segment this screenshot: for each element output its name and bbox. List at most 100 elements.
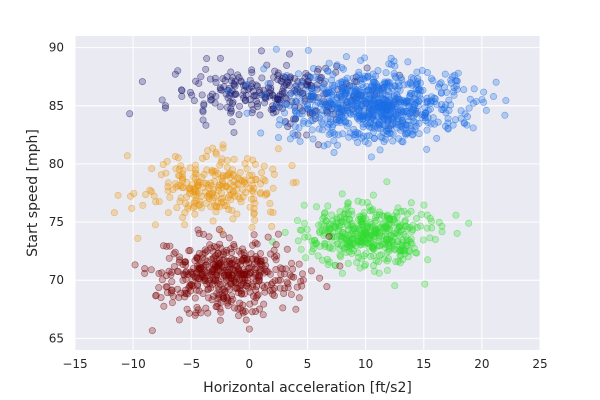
scatter-point xyxy=(354,216,362,224)
scatter-point xyxy=(213,303,221,311)
scatter-point xyxy=(342,53,350,61)
scatter-point xyxy=(211,263,219,271)
scatter-point xyxy=(141,265,149,273)
scatter-point xyxy=(354,232,362,240)
scatter-point xyxy=(114,191,122,199)
scatter-point xyxy=(398,96,406,104)
scatter-point xyxy=(369,191,377,199)
scatter-point xyxy=(385,96,393,104)
scatter-point xyxy=(157,294,165,302)
scatter-point xyxy=(433,134,441,142)
scatter-point xyxy=(267,250,275,258)
scatter-point xyxy=(358,233,366,241)
scatter-point xyxy=(275,93,283,101)
x-tick-label: −5 xyxy=(182,357,200,371)
scatter-point xyxy=(202,65,210,73)
scatter-point xyxy=(382,69,390,77)
scatter-point xyxy=(283,61,291,69)
scatter-point xyxy=(460,86,468,94)
scatter-point xyxy=(305,73,313,81)
scatter-point xyxy=(191,169,199,177)
scatter-point xyxy=(168,278,176,286)
scatter-point xyxy=(386,215,394,223)
scatter-point xyxy=(369,262,377,270)
scatter-point xyxy=(240,178,248,186)
scatter-point xyxy=(354,197,362,205)
scatter-point xyxy=(442,101,450,109)
scatter-point xyxy=(418,67,426,75)
scatter-point xyxy=(397,251,405,259)
scatter-point xyxy=(289,179,297,187)
scatter-point xyxy=(361,54,369,62)
scatter-point xyxy=(193,303,201,311)
scatter-point xyxy=(482,106,490,114)
scatter-point xyxy=(225,234,233,242)
scatter-point xyxy=(376,251,384,259)
scatter-point xyxy=(371,84,379,92)
scatter-point xyxy=(251,160,259,168)
scatter-point xyxy=(321,243,329,251)
scatter-point xyxy=(362,120,370,128)
scatter-point xyxy=(222,183,230,191)
scatter-point xyxy=(443,88,451,96)
scatter-point xyxy=(227,260,235,268)
scatter-point xyxy=(142,190,150,198)
scatter-point xyxy=(298,226,306,234)
scatter-point xyxy=(292,82,300,90)
scatter-point xyxy=(308,237,316,245)
scatter-point xyxy=(276,116,284,124)
scatter-point xyxy=(376,146,384,154)
scatter-point xyxy=(148,188,156,196)
scatter-point xyxy=(243,255,251,263)
scatter-point xyxy=(314,98,322,106)
scatter-point xyxy=(350,239,358,247)
scatter-point xyxy=(158,96,166,104)
scatter-point xyxy=(407,113,415,121)
scatter-point xyxy=(212,92,220,100)
scatter-point xyxy=(256,258,264,266)
scatter-point xyxy=(236,102,244,110)
scatter-point xyxy=(281,229,289,237)
scatter-point xyxy=(407,199,415,207)
scatter-point xyxy=(453,229,461,237)
scatter-point xyxy=(279,304,287,312)
scatter-point xyxy=(370,252,378,260)
scatter-point xyxy=(325,244,333,252)
scatter-point xyxy=(444,125,452,133)
scatter-point xyxy=(298,270,306,278)
scatter-point xyxy=(197,73,205,81)
scatter-point xyxy=(369,102,377,110)
scatter-point xyxy=(308,126,316,134)
scatter-point xyxy=(283,72,291,80)
scatter-point xyxy=(336,262,344,270)
scatter-point xyxy=(253,292,261,300)
scatter-point xyxy=(323,255,331,263)
scatter-point xyxy=(242,316,250,324)
scatter-point xyxy=(354,139,362,147)
scatter-point xyxy=(243,109,251,117)
scatter-point xyxy=(266,199,274,207)
scatter-point xyxy=(427,120,435,128)
scatter-point xyxy=(279,105,287,113)
scatter-point xyxy=(276,264,284,272)
scatter-point xyxy=(266,208,274,216)
scatter-point xyxy=(309,135,317,143)
scatter-point xyxy=(336,208,344,216)
x-tick-label: −15 xyxy=(62,357,87,371)
scatter-point xyxy=(198,269,206,277)
scatter-point xyxy=(429,114,437,122)
scatter-point xyxy=(328,81,336,89)
scatter-point xyxy=(190,202,198,210)
scatter-point xyxy=(155,284,163,292)
scatter-point xyxy=(248,223,256,231)
scatter-point xyxy=(384,240,392,248)
scatter-point xyxy=(300,201,308,209)
scatter-point xyxy=(278,265,286,273)
scatter-point xyxy=(269,165,277,173)
scatter-point xyxy=(202,153,210,161)
scatter-point xyxy=(230,80,238,88)
scatter-point xyxy=(337,235,345,243)
scatter-point xyxy=(167,271,175,279)
scatter-point xyxy=(330,137,338,145)
scatter-point xyxy=(343,104,351,112)
